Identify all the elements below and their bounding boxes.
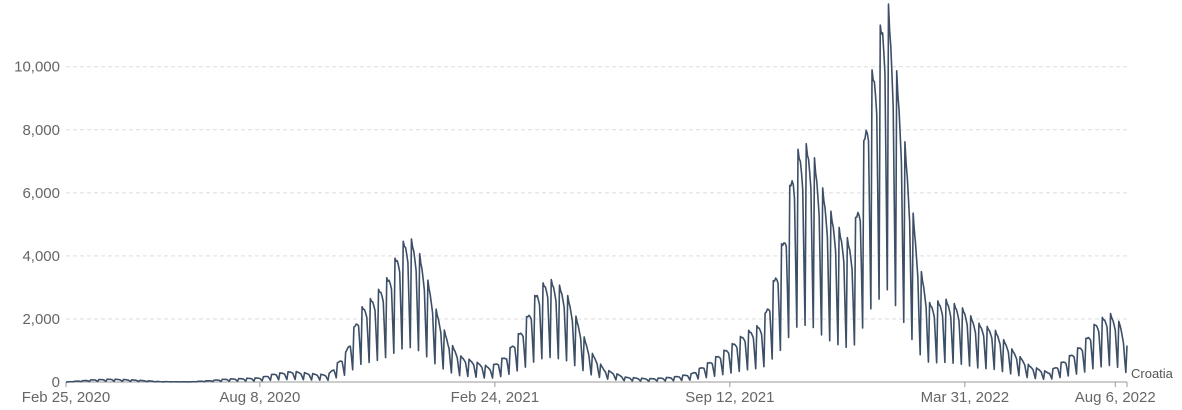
x-tick-label: Sep 12, 2021 bbox=[685, 389, 774, 406]
x-tick-label: Aug 6, 2022 bbox=[1075, 389, 1156, 406]
y-tick-label: 8,000 bbox=[22, 122, 60, 139]
series-label-croatia: Croatia bbox=[1131, 366, 1174, 381]
x-tick-label: Feb 24, 2021 bbox=[451, 389, 539, 406]
y-axis: 0 2,000 4,000 6,000 8,000 10,000 bbox=[14, 59, 60, 391]
y-tick-label: 2,000 bbox=[22, 311, 60, 328]
y-tick-label: 6,000 bbox=[22, 185, 60, 202]
series-layer: Croatia bbox=[65, 3, 1174, 383]
y-tick-label: 4,000 bbox=[22, 248, 60, 265]
x-axis: Feb 25, 2020 Aug 8, 2020 Feb 24, 2021 Sep 1… bbox=[22, 381, 1156, 406]
y-tick-label: 0 bbox=[52, 374, 60, 391]
x-tick-label: Feb 25, 2020 bbox=[22, 389, 110, 406]
x-tick-label: Aug 8, 2020 bbox=[219, 389, 300, 406]
gridlines bbox=[66, 66, 1127, 320]
series-line-croatia bbox=[65, 3, 1128, 383]
y-tick-label: 10,000 bbox=[14, 59, 60, 76]
x-tick-label: Mar 31, 2022 bbox=[921, 389, 1009, 406]
